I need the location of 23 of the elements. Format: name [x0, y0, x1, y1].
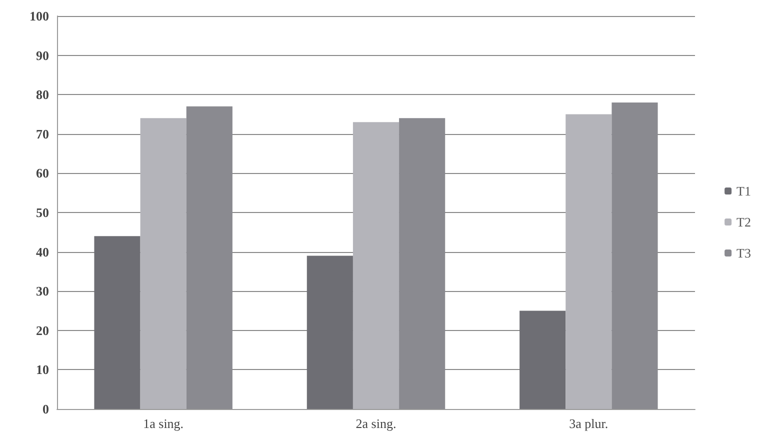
x-tick-label: 3a plur. — [569, 416, 608, 431]
x-tick-label: 2a sing. — [356, 416, 396, 431]
y-tick-label: 0 — [42, 402, 49, 416]
bar — [140, 118, 186, 409]
bar — [520, 310, 566, 409]
y-tick-label: 100 — [30, 8, 49, 24]
legend-label: T3 — [736, 246, 752, 260]
y-tick-label: 10 — [36, 362, 49, 378]
y-tick-label: 60 — [36, 166, 49, 181]
y-tick-label: 80 — [36, 87, 49, 102]
y-tick-label: 50 — [36, 205, 49, 220]
y-tick-label: 40 — [36, 244, 49, 260]
y-tick-label: 90 — [36, 48, 49, 63]
bar — [306, 256, 353, 409]
legend-label: T1 — [736, 184, 752, 198]
y-tick-label: 20 — [36, 322, 49, 338]
legend-label: T2 — [736, 214, 752, 230]
bar — [352, 122, 400, 409]
bar — [94, 236, 140, 409]
bar — [566, 114, 612, 409]
y-tick-label: 70 — [36, 126, 49, 142]
y-tick-label: 30 — [36, 284, 49, 299]
x-tick-label: 1a sing. — [143, 416, 184, 431]
